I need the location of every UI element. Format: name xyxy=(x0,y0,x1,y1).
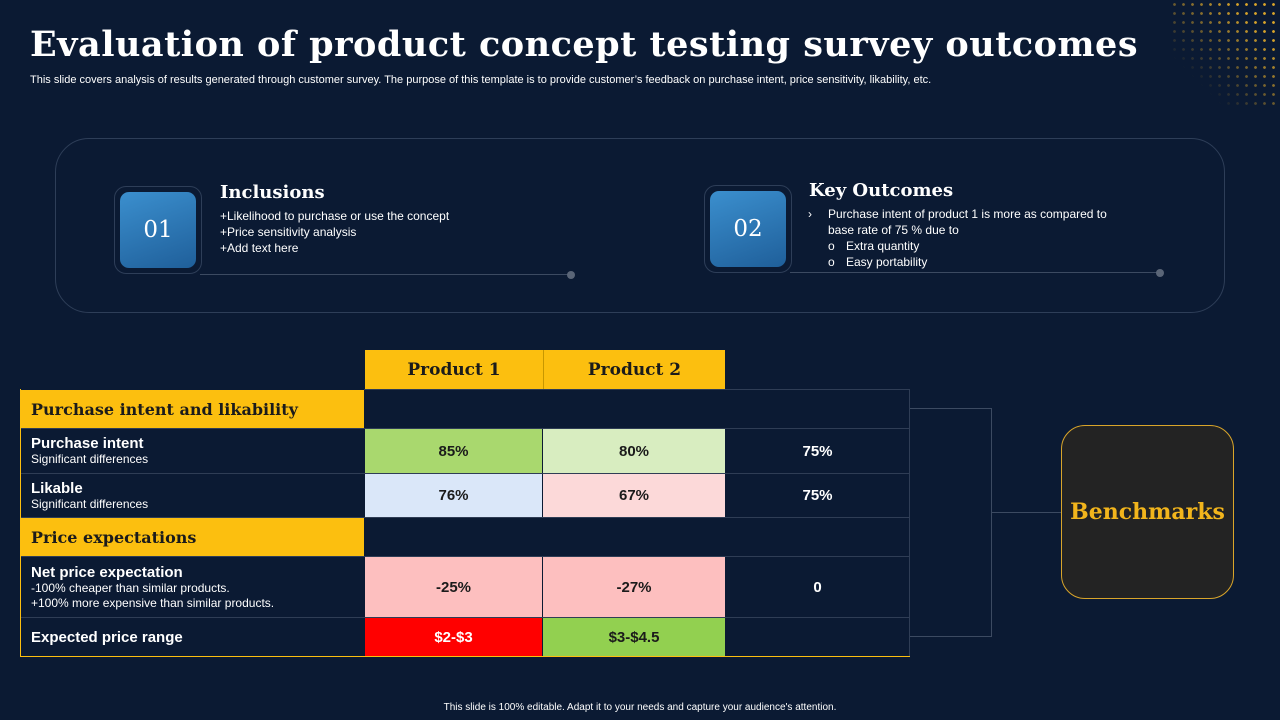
outcomes-divider-dot xyxy=(1156,269,1164,277)
section-header-purchase-intent: Purchase intent and likability xyxy=(20,390,364,428)
cell-product-1-value: -25% xyxy=(365,557,542,617)
cell-product-2-value: 67% xyxy=(543,474,725,517)
page-subtitle: This slide covers analysis of results ge… xyxy=(30,74,932,86)
outcomes-list: › Purchase intent of product 1 is more a… xyxy=(808,206,1107,270)
inclusions-divider xyxy=(200,274,570,275)
inclusions-item: +Likelihood to purchase or use the conce… xyxy=(220,209,450,223)
outcomes-divider xyxy=(790,272,1160,273)
cell-product-1-value: 76% xyxy=(365,474,542,517)
outcomes-subitem-label: Easy portability xyxy=(846,255,928,269)
cell-benchmark-value: 75% xyxy=(802,442,833,460)
column-header-product-1: Product 1 xyxy=(365,350,543,389)
table-row-label: Purchase intent Significant differences xyxy=(20,429,364,473)
benchmarks-box: Benchmarks xyxy=(1061,425,1234,599)
cell-product-1-value: 85% xyxy=(365,429,542,473)
table-gridline xyxy=(364,389,910,390)
table-left-border xyxy=(20,389,21,657)
table-row-label: Likable Significant differences xyxy=(20,474,364,517)
row-title: Likable xyxy=(31,479,83,497)
page-title: Evaluation of product concept testing su… xyxy=(30,24,1139,65)
inclusions-heading: Inclusions xyxy=(220,182,325,203)
inclusions-list: +Likelihood to purchase or use the conce… xyxy=(220,208,449,256)
cell-product-2-value: $3-$4.5 xyxy=(543,618,725,656)
table-gridline xyxy=(20,473,910,474)
cell-benchmark-value: 0 xyxy=(813,578,822,596)
row-title: Net price expectation xyxy=(31,563,183,581)
table-gridline xyxy=(20,556,910,557)
footer-note: This slide is 100% editable. Adapt it to… xyxy=(443,702,837,713)
outcomes-number: 02 xyxy=(710,191,786,267)
subitem-marker: o xyxy=(828,239,835,253)
bullet-marker: › xyxy=(808,207,812,221)
row-description: +100% more expensive than similar produc… xyxy=(31,595,275,610)
row-title: Purchase intent xyxy=(31,435,144,452)
inclusions-item: +Price sensitivity analysis xyxy=(220,225,357,239)
table-bottom-border xyxy=(20,656,910,657)
outcomes-subitem-label: Extra quantity xyxy=(846,239,920,253)
subitem-marker: o xyxy=(828,255,835,269)
outcomes-bullet: › Purchase intent of product 1 is more a… xyxy=(808,206,1107,222)
inclusions-item: +Add text here xyxy=(220,241,299,255)
decorative-dots xyxy=(1170,0,1280,110)
outcomes-bullet-line: base rate of 75 % due to xyxy=(828,223,959,237)
row-description: -100% cheaper than similar products. xyxy=(31,580,230,595)
outcomes-heading: Key Outcomes xyxy=(809,180,954,201)
inclusions-divider-dot xyxy=(567,271,575,279)
info-panel xyxy=(55,138,1225,313)
benchmark-connector xyxy=(992,512,1061,513)
cell-product-1-value: $2-$3 xyxy=(365,618,542,656)
cell-product-2-value: -27% xyxy=(543,557,725,617)
table-gridline xyxy=(20,428,910,429)
cell-product-2-value: 80% xyxy=(543,429,725,473)
table-row-label: Net price expectation -100% cheaper than… xyxy=(20,557,364,617)
column-header-product-2: Product 2 xyxy=(543,350,725,389)
row-description: Significant differences xyxy=(31,452,149,466)
row-title: Expected price range xyxy=(31,628,183,646)
table-gridline xyxy=(20,617,910,618)
cell-benchmark-value: 75% xyxy=(802,487,833,504)
cell-benchmark-value xyxy=(726,618,909,656)
table-gridline xyxy=(909,389,910,656)
inclusions-number: 01 xyxy=(120,192,196,268)
section-header-price-expectations: Price expectations xyxy=(20,518,364,556)
outcomes-bullet-line: Purchase intent of product 1 is more as … xyxy=(828,207,1107,221)
outcomes-number-badge: 02 xyxy=(704,185,792,273)
table-row-label: Expected price range xyxy=(20,618,364,656)
benchmark-bracket xyxy=(910,408,992,637)
row-description: Significant differences xyxy=(31,496,149,511)
inclusions-number-badge: 01 xyxy=(114,186,202,274)
outcomes-subitem: o Extra quantity xyxy=(808,238,1107,254)
table-gridline xyxy=(20,517,910,518)
outcomes-subitem: o Easy portability xyxy=(808,254,1107,270)
